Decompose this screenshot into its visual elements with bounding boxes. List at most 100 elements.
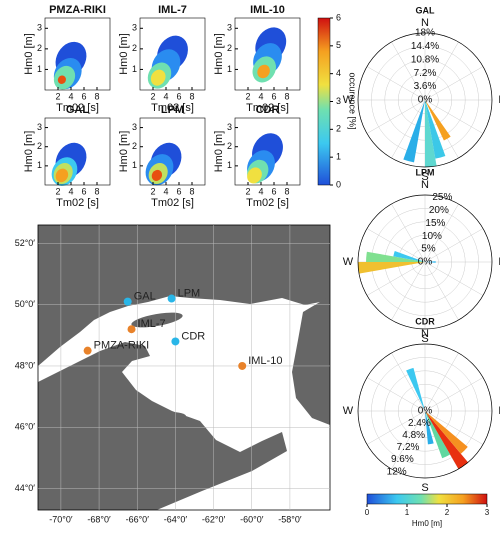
r-tick-label: 15% <box>425 218 445 229</box>
station <box>83 346 92 355</box>
spoke <box>391 261 426 321</box>
panel-title: PMZA-RIKI <box>49 4 106 16</box>
spoke <box>424 228 484 263</box>
y-axis-label: Hm0 [m] <box>118 131 130 173</box>
direction-label: S <box>421 482 428 494</box>
r-tick-label: 3.6% <box>414 81 437 92</box>
spoke <box>366 410 426 445</box>
density-cell <box>151 169 163 181</box>
r-tick-label: 18% <box>415 28 435 39</box>
rose-bar <box>406 367 425 411</box>
density-cell <box>55 168 69 183</box>
rose-bar <box>425 100 446 159</box>
spoke <box>366 261 426 296</box>
colorbar-tick-label: 5 <box>336 40 341 50</box>
r-tick-label: 25% <box>432 192 452 203</box>
y-axis-label: Hm0 [m] <box>213 33 225 75</box>
station-label: GAL <box>134 291 156 303</box>
station-label: PMZA-RIKI <box>94 340 150 352</box>
axes-frame <box>234 117 301 186</box>
colorbar-tick-label: 6 <box>336 12 341 22</box>
x-tick-label: 6 <box>176 186 181 196</box>
station <box>171 337 180 346</box>
r-tick-label: 4.8% <box>402 430 425 441</box>
rose-title: GAL <box>416 5 436 15</box>
spoke <box>391 41 426 101</box>
x-tick-label: -62°0′ <box>202 514 226 524</box>
colorbar-tick-label: 0 <box>365 508 370 517</box>
y-axis-label: Hm0 [m] <box>23 33 35 75</box>
spoke <box>424 99 484 134</box>
rose-title: LPM <box>416 167 435 177</box>
spoke <box>424 66 484 101</box>
x-tick-label: 8 <box>94 91 99 101</box>
x-tick-label: 4 <box>163 91 168 101</box>
y-tick-label: 3 <box>227 23 232 33</box>
r-tick-label: 2.4% <box>408 418 431 429</box>
x-axis-label: Tm02 [s] <box>56 197 99 209</box>
y-tick-label: 2 <box>132 43 137 53</box>
y-tick-label: 2 <box>227 141 232 151</box>
x-tick-label: 8 <box>284 186 289 196</box>
density-cell <box>247 167 262 184</box>
x-tick-label: 4 <box>258 91 263 101</box>
station-label: IML-10 <box>248 355 282 367</box>
y-tick-label: 2 <box>37 141 42 151</box>
direction-label: N <box>421 17 429 29</box>
station <box>167 294 176 303</box>
x-tick-label: 2 <box>150 91 155 101</box>
r-tick-label: 7.2% <box>397 442 420 453</box>
spoke <box>391 99 426 159</box>
colorbar <box>366 493 488 505</box>
colorbar-tick-label: 0 <box>336 179 341 189</box>
rose-bar <box>425 261 436 263</box>
direction-label: S <box>421 333 428 345</box>
direction-label: N <box>421 328 429 340</box>
spoke <box>424 261 459 321</box>
x-tick-label: 4 <box>68 186 73 196</box>
y-tick-label: 3 <box>132 23 137 33</box>
y-tick-label: 52°0′ <box>15 238 36 248</box>
x-tick-label: 8 <box>94 186 99 196</box>
rose-bar <box>425 100 451 141</box>
y-tick-label: 48°0′ <box>15 360 36 370</box>
x-tick-label: 2 <box>55 186 60 196</box>
y-axis-label: Hm0 [m] <box>213 131 225 173</box>
rose-bar <box>393 251 425 262</box>
r-tick-label: 12% <box>387 466 407 477</box>
spoke <box>391 352 426 412</box>
rose-frame <box>357 32 493 168</box>
spoke <box>424 410 484 445</box>
y-tick-label: 1 <box>37 64 42 74</box>
y-tick-label: 2 <box>132 141 137 151</box>
station <box>238 361 247 370</box>
y-tick-label: 1 <box>132 64 137 74</box>
x-tick-label: 2 <box>150 186 155 196</box>
x-tick-label: 2 <box>55 91 60 101</box>
station <box>123 297 132 306</box>
rose-title: CDR <box>415 316 435 326</box>
rose-bar <box>425 411 468 454</box>
rose-bar <box>425 411 451 459</box>
x-tick-label: -68°0′ <box>87 514 111 524</box>
rose-frame <box>357 194 493 330</box>
map-land <box>38 225 330 510</box>
x-tick-label: 2 <box>245 91 250 101</box>
colorbar-label: occurence [%] <box>348 72 358 129</box>
x-tick-label: -60°0′ <box>240 514 264 524</box>
x-tick-label: -58°0′ <box>278 514 302 524</box>
rose-bar <box>403 100 425 163</box>
spoke <box>366 228 426 263</box>
y-tick-label: 1 <box>132 160 137 170</box>
y-tick-label: 2 <box>37 43 42 53</box>
axes-frame <box>234 17 301 91</box>
station <box>127 325 136 334</box>
r-tick-label: 5% <box>421 244 436 255</box>
direction-label: N <box>421 179 429 191</box>
x-tick-label: 2 <box>245 186 250 196</box>
r-zero-label: 0% <box>418 95 433 106</box>
x-tick-label: 4 <box>68 91 73 101</box>
r-tick-label: 10.8% <box>411 54 439 65</box>
y-axis-label: Hm0 [m] <box>118 33 130 75</box>
x-axis-label: Tm02 [s] <box>151 197 194 209</box>
